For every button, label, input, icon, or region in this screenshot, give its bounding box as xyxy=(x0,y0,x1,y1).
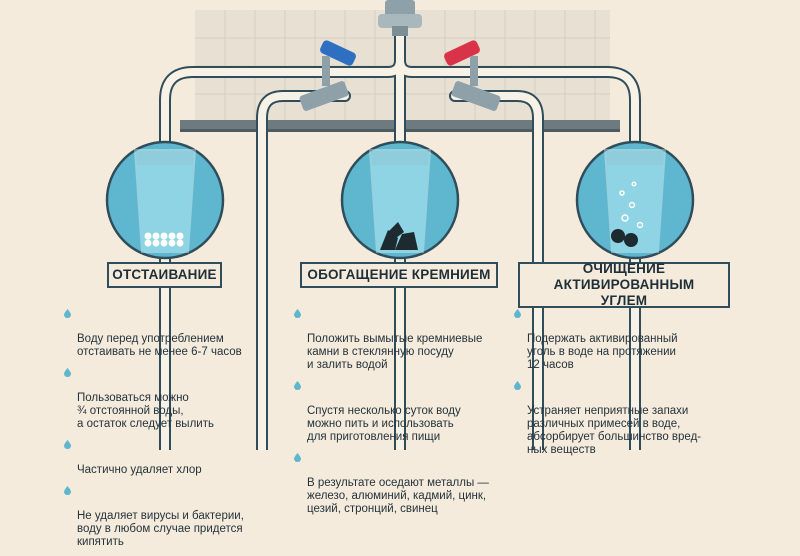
cold-valve-icon xyxy=(299,40,356,111)
water-drop-icon xyxy=(64,309,71,318)
list-item: Положить вымытые кремниевые камни в стек… xyxy=(292,307,507,372)
settling-glass-icon xyxy=(105,140,225,260)
water-drop-icon xyxy=(64,368,71,377)
water-drop-icon xyxy=(64,440,71,449)
water-drop-icon xyxy=(294,381,301,390)
water-drop-icon xyxy=(294,453,301,462)
list-item: Подержать активированный уголь в воде на… xyxy=(512,307,727,372)
water-drop-icon xyxy=(294,309,301,318)
heading-silicon: ОБОГАЩЕНИЕ КРЕМНИЕМ xyxy=(300,262,498,288)
list-item: Устраняет неприятные запахи различных пр… xyxy=(512,379,727,457)
carbon-glass-icon xyxy=(575,140,695,260)
heading-carbon: ОЧИЩЕНИЕ АКТИВИРОВАННЫМ УГЛЕМ xyxy=(518,261,730,308)
list-silicon: Положить вымытые кремниевые камни в стек… xyxy=(292,307,507,523)
list-item: Воду перед употреблением отстаивать не м… xyxy=(62,307,272,359)
list-settling: Воду перед употреблением отстаивать не м… xyxy=(62,307,272,556)
illustration xyxy=(105,0,695,450)
list-item: Не удаляет вирусы и бактерии, воду в люб… xyxy=(62,484,272,549)
water-drop-icon xyxy=(514,381,521,390)
hot-valve-icon xyxy=(444,40,501,111)
heading-settling: ОТСТАИВАНИЕ xyxy=(107,262,222,288)
list-carbon: Подержать активированный уголь в воде на… xyxy=(512,307,727,464)
water-drop-icon xyxy=(64,486,71,495)
list-item: Спустя несколько суток воду можно пить и… xyxy=(292,379,507,444)
water-drop-icon xyxy=(514,309,521,318)
silicon-glass-icon xyxy=(340,140,460,260)
list-item: В результате оседают металлы — железо, а… xyxy=(292,451,507,516)
list-item: Пользоваться можно ¾ отстоянной воды, а … xyxy=(62,366,272,431)
list-item: Частично удаляет хлор xyxy=(62,438,272,477)
faucet-icon xyxy=(378,0,422,36)
